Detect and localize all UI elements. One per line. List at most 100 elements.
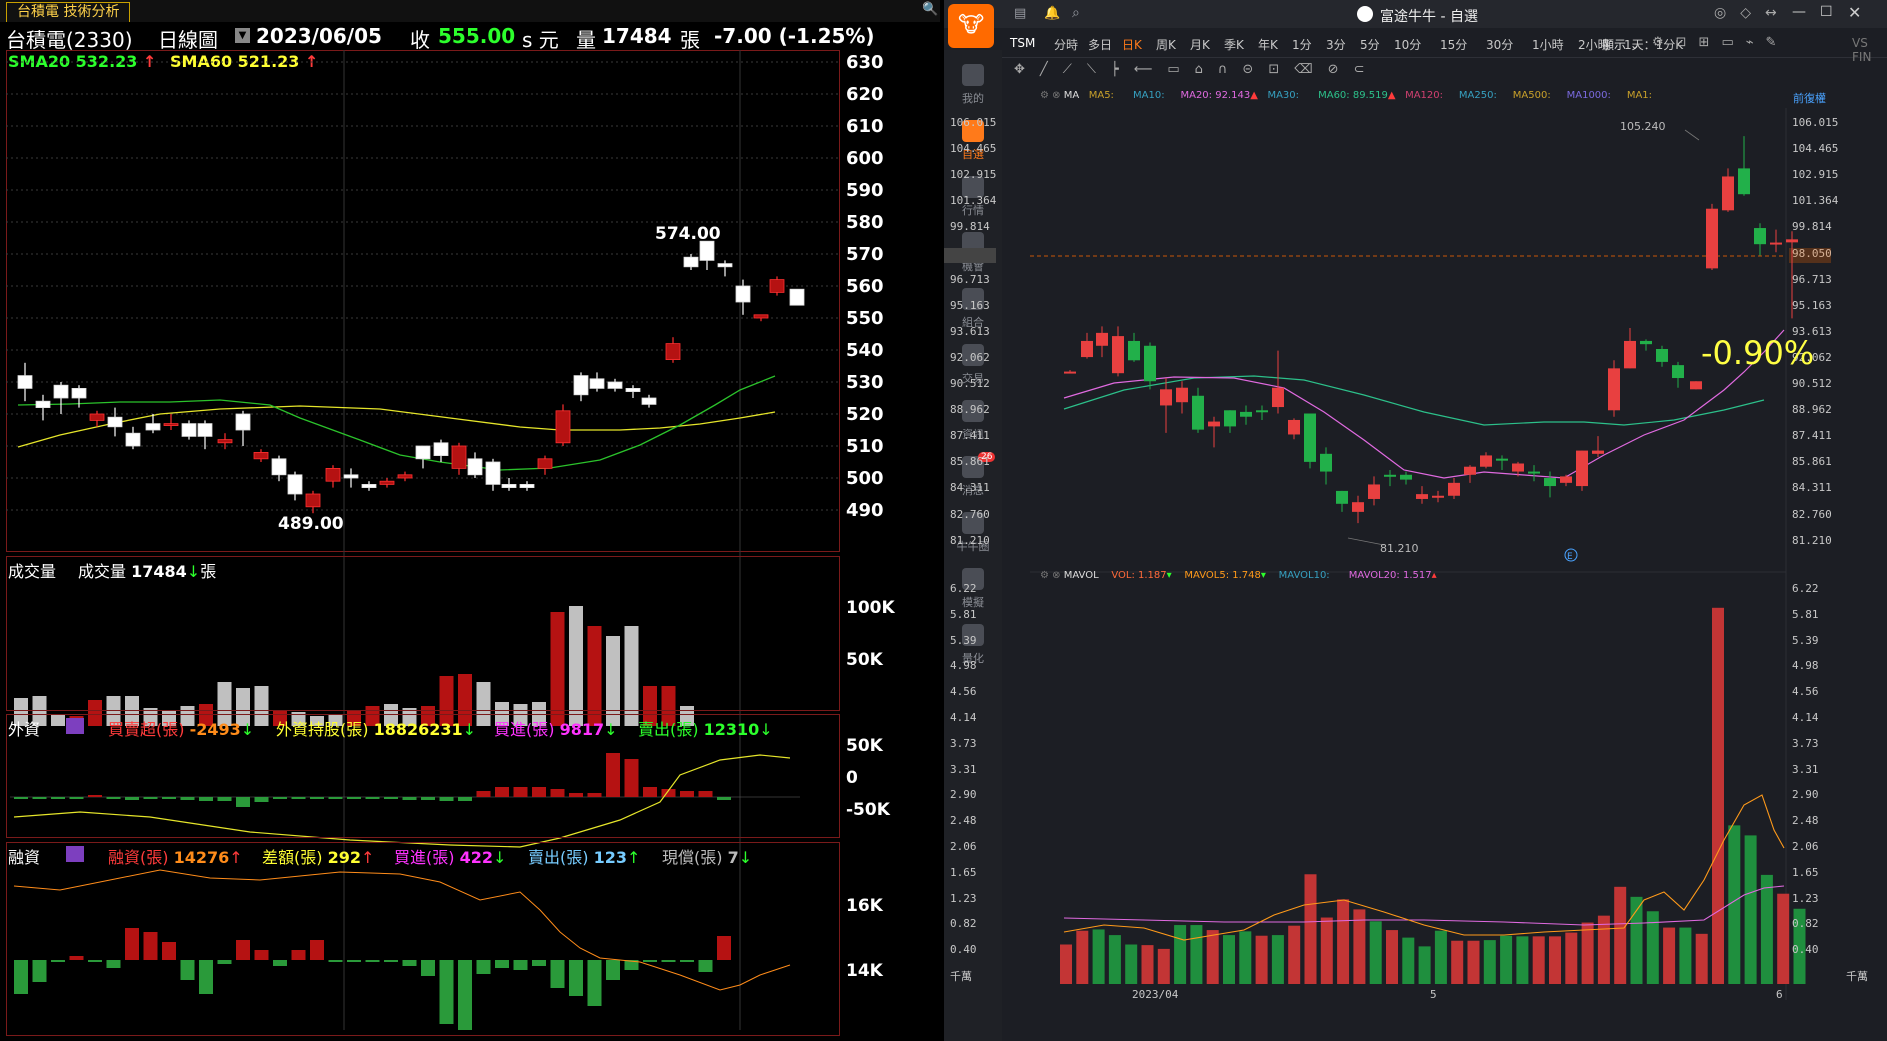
price-tick: 490 <box>846 500 884 521</box>
bell-icon[interactable]: 🔔 <box>1044 6 1061 21</box>
timeframe-tab[interactable]: 周K <box>1156 38 1176 52</box>
volume-bar <box>1679 927 1692 984</box>
candle-body <box>305 493 321 508</box>
timeframe-tab[interactable]: 3分 <box>1326 38 1346 52</box>
price-tick: 82.760 <box>950 507 990 521</box>
candle-body <box>71 387 87 399</box>
price-tick: 96.713 <box>950 272 990 286</box>
candle-body <box>379 480 395 485</box>
timeframe-tab[interactable]: 月K <box>1190 38 1210 52</box>
timeframe-tab[interactable]: 15分 <box>1440 38 1468 52</box>
close-button[interactable]: ✕ <box>1848 3 1862 22</box>
foreign-tick-50k: 50K <box>846 736 883 756</box>
price-tick: 99.814 <box>1792 220 1832 234</box>
sidebar-item-2[interactable]: 行情 <box>944 176 1002 218</box>
price-tick: 95.163 <box>950 298 990 312</box>
sidebar-icon <box>962 344 984 366</box>
app-logo-icon[interactable]: 🐮 <box>948 4 994 48</box>
candle-body <box>1064 371 1076 374</box>
foreign-bar <box>384 797 398 799</box>
timeframe-tab[interactable]: 1小時 <box>1532 38 1564 52</box>
volume-bar <box>1695 933 1708 984</box>
sidebar-toggle-icon[interactable]: ▤ <box>1014 6 1027 21</box>
foreign-bar <box>254 797 269 802</box>
timeframe-tab[interactable]: 日K <box>1122 38 1142 52</box>
volume-bar <box>1712 607 1724 984</box>
display-dropdown[interactable]: 顯示 ⌄ <box>1602 38 1640 52</box>
candle-body <box>53 384 69 399</box>
vol-tick: 2.06 <box>1792 840 1819 853</box>
volume-bar <box>1304 874 1317 984</box>
foreign-bar <box>421 797 435 800</box>
sidebar-item-5[interactable]: 交易 <box>944 344 1002 386</box>
candle-body <box>1754 228 1766 245</box>
foreign-list-icon[interactable] <box>66 718 84 734</box>
margin-list-icon[interactable] <box>66 846 84 862</box>
margin-bar <box>698 960 713 972</box>
sidebar-item-8[interactable]: 牛牛圈 <box>944 512 1002 554</box>
timeframe-tab[interactable]: 30分 <box>1486 38 1514 52</box>
margin-bar <box>291 950 306 960</box>
candle-body <box>1224 410 1236 427</box>
candle-body <box>1240 411 1252 417</box>
timeframe-tab[interactable]: 1分 <box>1292 38 1312 52</box>
volume-bar <box>199 704 213 726</box>
sidebar-item-9[interactable]: 模擬 <box>944 568 1002 610</box>
candle-body <box>1624 340 1636 369</box>
timeframe-tab[interactable]: 年K <box>1258 38 1278 52</box>
candle-body <box>271 458 287 476</box>
timeframe-tab[interactable]: 5分 <box>1360 38 1380 52</box>
foreign-bar <box>162 797 176 799</box>
vol-tick: 4.98 <box>1792 659 1819 673</box>
volume-bar <box>1516 936 1529 984</box>
price-tick: 520 <box>846 404 884 425</box>
foreign-tick-0: 0 <box>846 768 858 788</box>
timeframe-tab[interactable]: 季K <box>1224 38 1244 52</box>
minimize-button[interactable]: — <box>1792 4 1806 20</box>
price-tick: 82.760 <box>1792 507 1832 521</box>
foreign-bar <box>402 797 417 800</box>
candle-body <box>485 461 501 485</box>
price-tick: 500 <box>846 468 884 489</box>
candle-body <box>665 343 681 361</box>
stock-name: 台積電(2330) <box>6 28 133 52</box>
price-tick: 95.163 <box>1792 298 1832 312</box>
zoom-icon[interactable]: 🔍 <box>922 2 939 17</box>
foreign-bar <box>476 791 491 797</box>
volume-bar <box>402 708 417 726</box>
timeframe-tab[interactable]: 多日 <box>1088 38 1113 52</box>
sidebar-item-6[interactable]: 資訊 <box>944 400 1002 442</box>
candle-body <box>1448 482 1460 496</box>
timeframe-tab[interactable]: 分時 <box>1054 38 1079 52</box>
volume-bar <box>661 686 676 726</box>
margin-bar <box>217 960 232 964</box>
timeframe-tab[interactable]: 10分 <box>1394 38 1422 52</box>
x-label-apr: 2023/04 <box>1132 988 1179 1001</box>
candle-body <box>1786 239 1798 243</box>
candle-body <box>1208 421 1220 427</box>
drawing-toolbar[interactable]: ✥╱⟋⟍┝⟵▭⌂∩⊝⊡⌫⊘⊂ <box>1014 62 1380 77</box>
symbol-label[interactable]: TSM <box>1010 36 1036 50</box>
vol-tick: 6.22 <box>1792 582 1819 595</box>
sidebar-item-1[interactable]: 自選 <box>944 120 1002 162</box>
timeframe-tab[interactable]: 2小時 <box>1578 38 1610 52</box>
sidebar-item-0[interactable]: 我的 <box>944 64 1002 106</box>
volume-bar <box>1597 915 1610 984</box>
volume-bar <box>1271 935 1284 984</box>
window-tools[interactable]: ◎◇↔ <box>1714 5 1791 21</box>
chart-tool-icons[interactable]: ⚙⊡⊞▭⌁✎ <box>1652 35 1789 50</box>
adjust-button[interactable]: 前復權 <box>1793 92 1826 105</box>
vol-tick: 5.81 <box>1792 607 1819 621</box>
timeframe-tab[interactable]: 1天：1分K <box>1624 38 1684 52</box>
foreign-bar <box>532 787 546 797</box>
search-icon[interactable]: ⌕ <box>1072 5 1080 21</box>
maximize-button[interactable]: ☐ <box>1820 4 1833 20</box>
sidebar-item-7[interactable]: 消息 26 <box>944 452 1002 498</box>
sidebar-item-10[interactable]: 量化 <box>944 624 1002 666</box>
volume-bar <box>569 606 583 726</box>
sidebar-item-4[interactable]: 組合 <box>944 288 1002 330</box>
volume-panel-legend: 成交量 17484↓張 <box>78 562 217 581</box>
foreign-bar <box>217 797 232 801</box>
tab-technical-analysis[interactable]: 台積電 技術分析 <box>6 2 131 22</box>
period-dropdown-icon[interactable]: ▼ <box>235 28 250 43</box>
